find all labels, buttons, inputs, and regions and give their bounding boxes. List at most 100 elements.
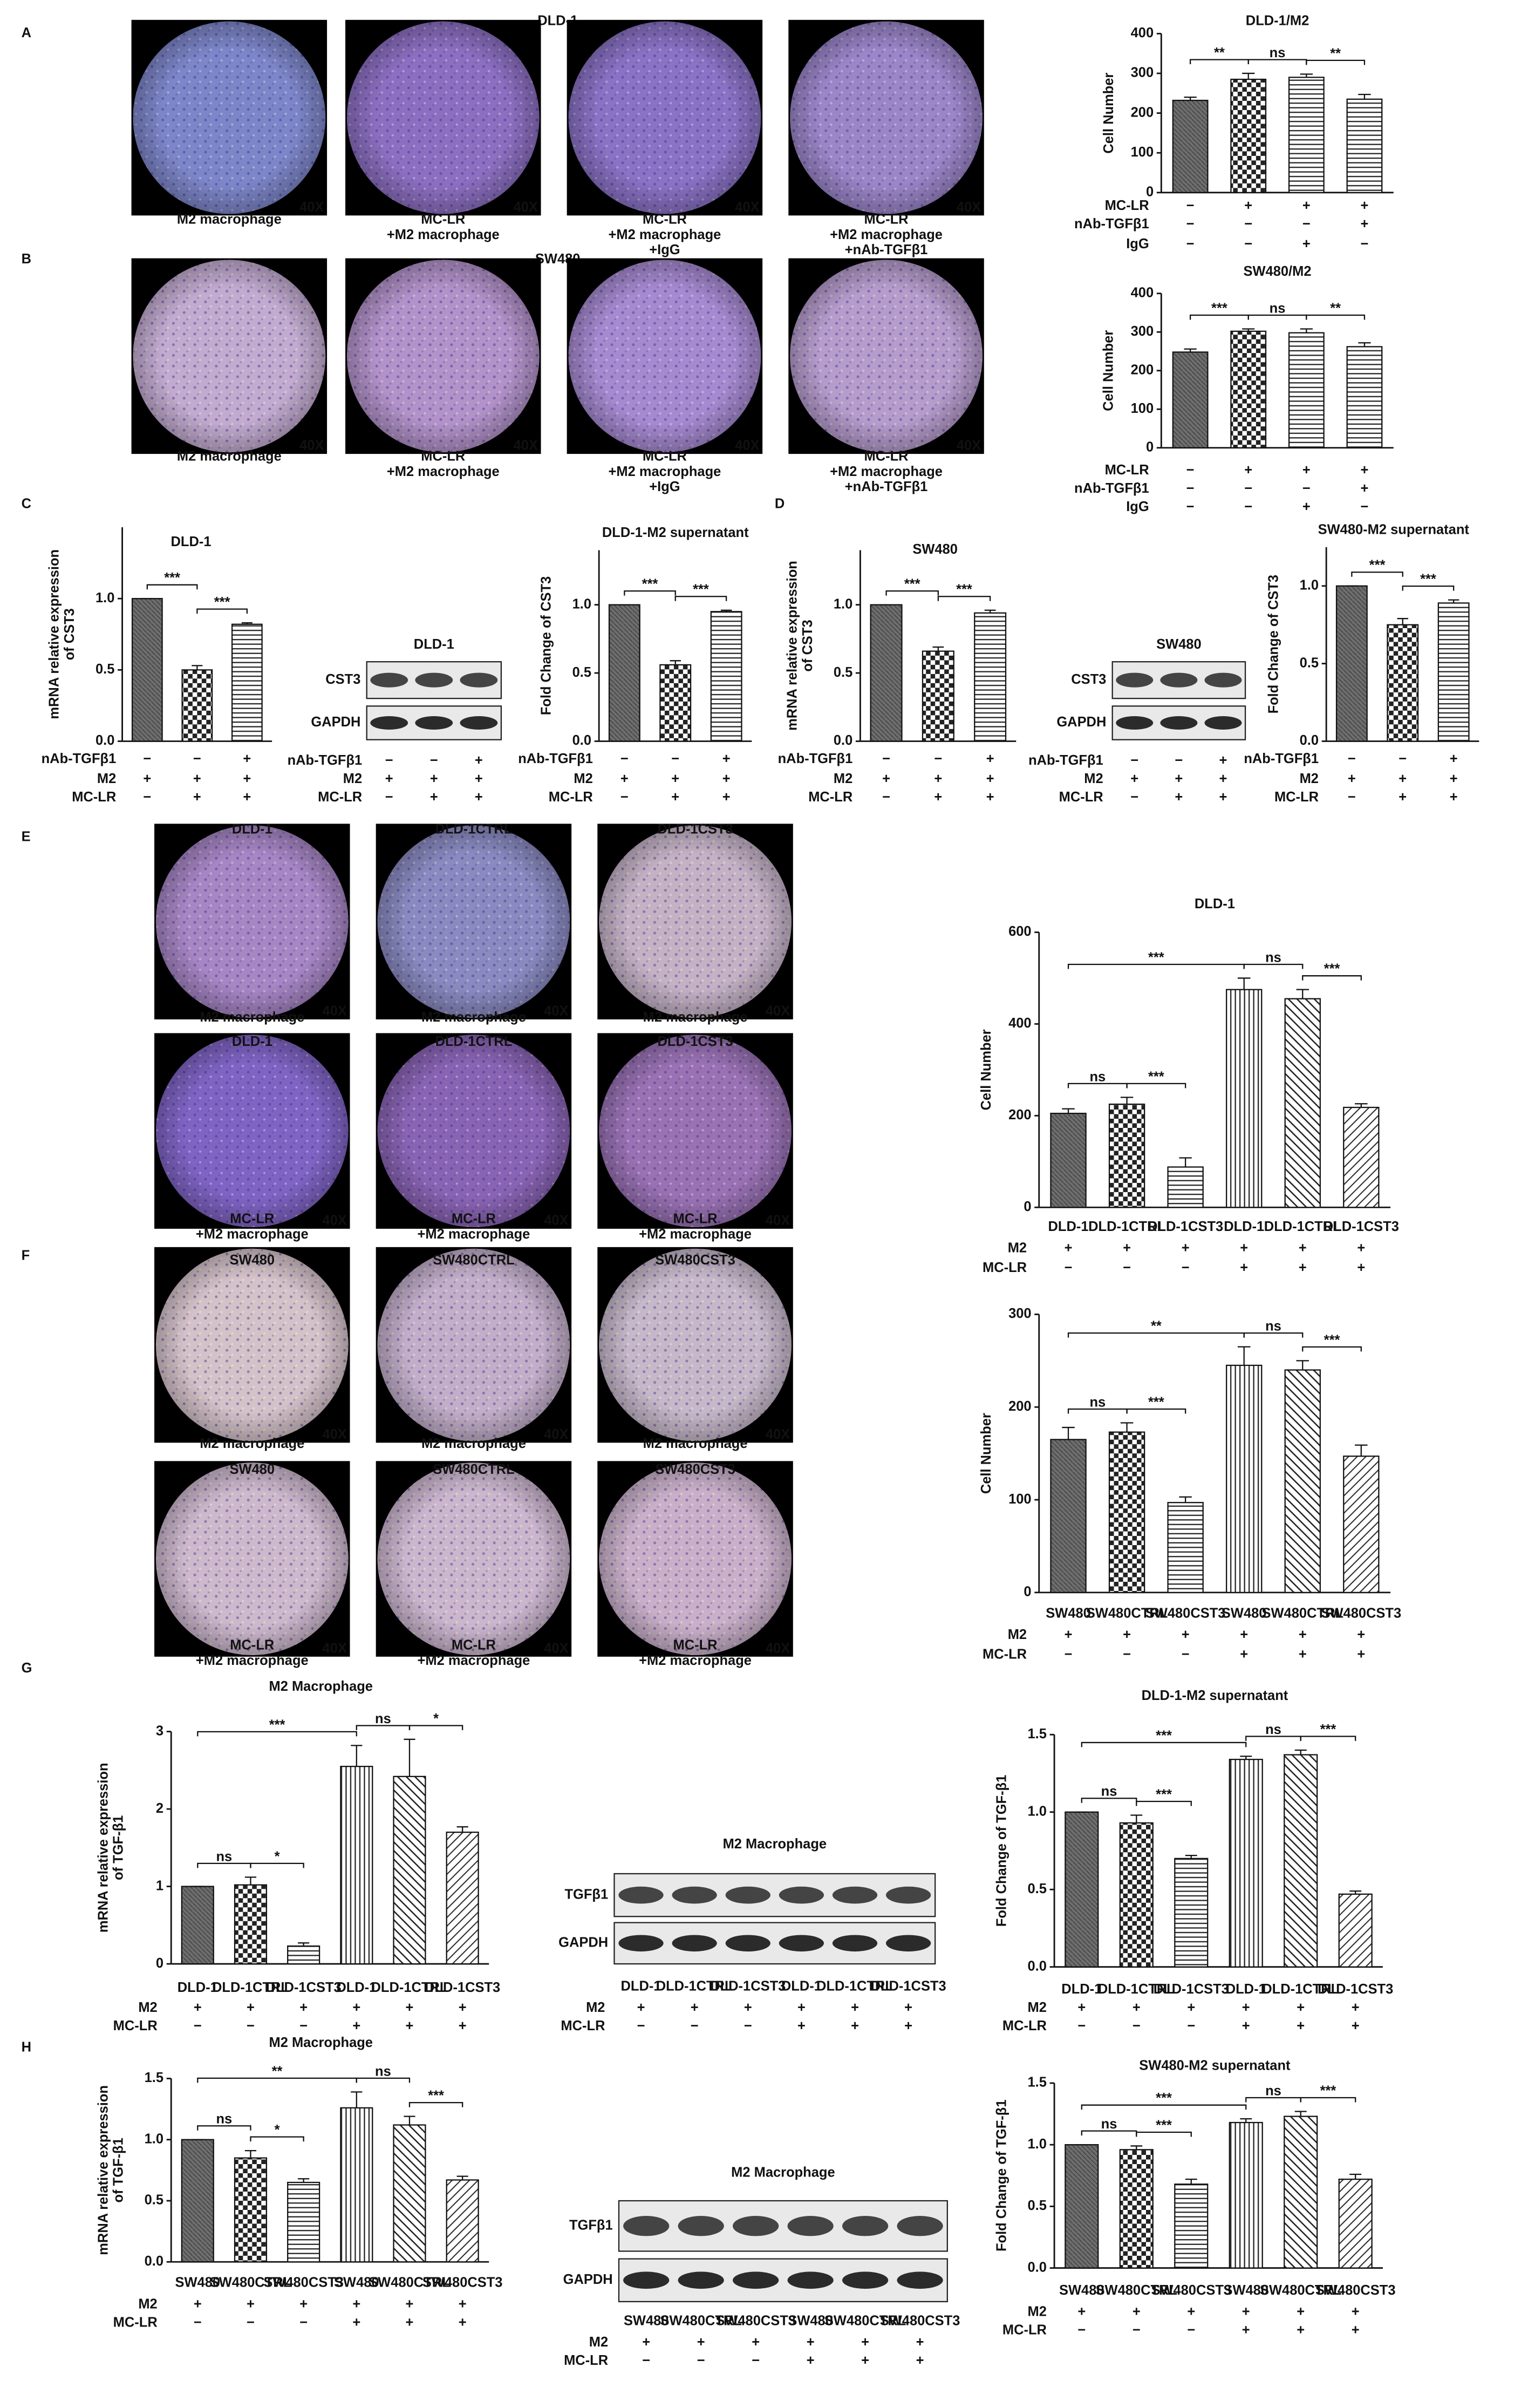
blot-band bbox=[1116, 716, 1154, 730]
x-tick-label: DLD-1 bbox=[1224, 1219, 1264, 1234]
significance-label: * bbox=[275, 1849, 280, 1864]
x-tick-label: SW480CTRL bbox=[1086, 1606, 1168, 1621]
blot-band bbox=[672, 1935, 717, 1952]
condition-sign: + bbox=[1361, 462, 1369, 478]
x-tick-label: DLD-1CTRL bbox=[212, 1980, 289, 1995]
significance-label: *** bbox=[642, 577, 658, 592]
bar bbox=[870, 604, 903, 742]
condition-sign: − bbox=[620, 751, 629, 766]
bar bbox=[1229, 1759, 1263, 1968]
blot-band bbox=[678, 2271, 724, 2289]
significance-bracket bbox=[1402, 586, 1455, 591]
condition-sign: − bbox=[1244, 216, 1252, 232]
micrograph-shade bbox=[790, 260, 983, 453]
micrograph-shade bbox=[377, 825, 570, 1018]
x-tick-label: SW480CTRL bbox=[1262, 1606, 1343, 1621]
blot-lane-label: DLD-1 bbox=[781, 1978, 822, 1994]
y-tick-label: 0.5 bbox=[1028, 2198, 1047, 2213]
condition-sign: − bbox=[1244, 236, 1252, 251]
blot-strip bbox=[618, 2258, 948, 2303]
y-tick-label: 0.0 bbox=[572, 733, 591, 748]
micrograph-shade bbox=[133, 260, 326, 453]
bar bbox=[1174, 2183, 1209, 2269]
error-bar bbox=[1179, 1157, 1192, 1167]
error-bar bbox=[404, 1738, 415, 1777]
significance-label: ** bbox=[1151, 1319, 1162, 1334]
error-bar bbox=[720, 609, 732, 612]
condition-name: MC-LR bbox=[564, 2353, 608, 2368]
bar bbox=[234, 2157, 268, 2263]
y-tick-label: 200 bbox=[1008, 1399, 1032, 1414]
significance-label: * bbox=[275, 2123, 280, 2138]
bar bbox=[1387, 624, 1419, 742]
bar bbox=[446, 1831, 479, 1965]
condition-sign: + bbox=[851, 2018, 859, 2033]
condition-sign: + bbox=[475, 771, 483, 786]
y-tick-label: 1.0 bbox=[1028, 1804, 1047, 1819]
panel-label: D bbox=[775, 496, 785, 511]
condition-name: M2 bbox=[1028, 2304, 1047, 2319]
bar bbox=[1172, 99, 1209, 193]
condition-sign: + bbox=[1175, 771, 1183, 786]
condition-sign: − bbox=[1361, 236, 1369, 251]
blot-band bbox=[733, 2271, 779, 2289]
bar bbox=[1167, 1166, 1204, 1208]
y-tick-label: 0.0 bbox=[1300, 733, 1319, 748]
y-axis-label: Fold Change of CST3 bbox=[539, 576, 554, 716]
blot-band bbox=[733, 2216, 779, 2236]
chart-title: DLD-1/M2 bbox=[1246, 13, 1309, 28]
condition-sign: + bbox=[1133, 2304, 1141, 2319]
significance-label: ns bbox=[216, 1849, 233, 1864]
blot-band bbox=[832, 1886, 878, 1904]
condition-sign: − bbox=[882, 751, 890, 766]
micrograph-shade bbox=[377, 1463, 570, 1655]
error-bar bbox=[298, 2178, 310, 2183]
error-bar bbox=[932, 646, 944, 651]
condition-sign: + bbox=[934, 790, 942, 805]
blot-band bbox=[885, 1886, 931, 1904]
condition-sign: − bbox=[1175, 753, 1183, 768]
condition-sign: + bbox=[697, 2335, 705, 2350]
significance-label: ns bbox=[1265, 1319, 1281, 1334]
significance-label: ** bbox=[1330, 46, 1341, 61]
y-tick-label: 3 bbox=[156, 1723, 163, 1738]
condition-sign: + bbox=[406, 2000, 414, 2015]
condition-sign: − bbox=[194, 2018, 202, 2033]
significance-bracket bbox=[197, 2077, 357, 2083]
blot-row-label: TGFβ1 bbox=[565, 1887, 609, 1902]
x-tick-label: SW480CST3 bbox=[1151, 2283, 1231, 2298]
micrograph-shade bbox=[599, 1463, 792, 1655]
micrograph-caption: +M2 macrophage bbox=[418, 1653, 530, 1668]
condition-name: nAb-TGFβ1 bbox=[42, 751, 117, 766]
bar bbox=[131, 598, 163, 742]
condition-sign: − bbox=[385, 790, 393, 805]
condition-name: nAb-TGFβ1 bbox=[1074, 481, 1149, 496]
condition-sign: − bbox=[1302, 216, 1311, 232]
y-axis-label: of CST3 bbox=[800, 620, 815, 671]
y-tick-label: 1 bbox=[156, 1878, 163, 1893]
blot-band bbox=[725, 1886, 770, 1904]
x-tick-label: SW480CST3 bbox=[422, 2275, 503, 2290]
y-axis-label: of TGF-β1 bbox=[111, 1815, 126, 1880]
y-tick-label: 0.5 bbox=[1028, 1881, 1047, 1896]
blot-lane-label: SW480 bbox=[624, 2313, 669, 2328]
x-tick-label: SW480CST3 bbox=[1315, 2283, 1396, 2298]
bar bbox=[659, 664, 692, 742]
condition-sign: − bbox=[620, 790, 629, 805]
condition-name: M2 bbox=[1300, 771, 1319, 786]
micrograph-shade bbox=[377, 1248, 570, 1441]
blot-band bbox=[623, 2216, 670, 2236]
condition-name: nAb-TGFβ1 bbox=[778, 751, 853, 766]
y-tick-label: 1.0 bbox=[96, 590, 114, 606]
condition-sign: − bbox=[744, 2018, 752, 2033]
condition-sign: + bbox=[1219, 771, 1227, 786]
condition-name: MC-LR bbox=[561, 2018, 605, 2033]
blot-band bbox=[897, 2216, 943, 2236]
condition-sign: + bbox=[904, 2000, 912, 2015]
micrograph-caption: +M2 macrophage bbox=[387, 464, 500, 479]
error-bar bbox=[1358, 93, 1371, 99]
x-tick-label: DLD-1CST3 bbox=[1154, 1982, 1229, 1997]
condition-sign: + bbox=[1302, 462, 1311, 478]
condition-sign: + bbox=[1130, 771, 1138, 786]
condition-sign: + bbox=[475, 753, 483, 768]
